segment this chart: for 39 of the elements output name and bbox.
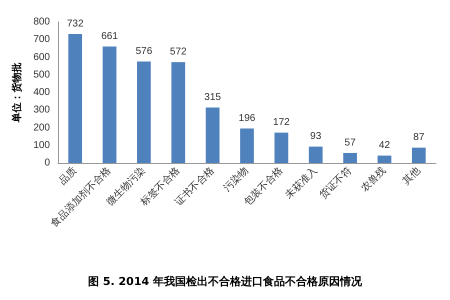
data-label: 661: [101, 31, 118, 42]
y-tick-label: 300: [33, 104, 50, 116]
y-tick-label: 800: [33, 16, 50, 28]
bar: [68, 34, 82, 163]
y-tick-label: 500: [33, 69, 50, 80]
data-label: 172: [273, 117, 290, 128]
y-axis-title: 单位：货物批: [10, 62, 23, 124]
bar: [378, 156, 392, 163]
x-tick-label: 农兽残: [358, 164, 388, 194]
x-tick-label: 其他: [400, 164, 423, 188]
bar: [206, 107, 220, 163]
data-label: 576: [136, 46, 153, 57]
bar: [137, 61, 151, 163]
y-tick-label: 0: [44, 158, 50, 168]
bar: [412, 148, 426, 163]
text: 图 5. 2014 年我国检出不合格进口食品不合格原因情况: [88, 275, 363, 288]
bar: [274, 132, 288, 163]
y-tick-label: 600: [33, 52, 50, 63]
x-tick-label: 货证不符: [317, 164, 354, 202]
y-tick-label: 200: [33, 122, 50, 134]
data-label: 315: [204, 92, 222, 103]
data-label: 732: [66, 18, 84, 30]
data-label: 42: [378, 140, 390, 152]
y-tick-label: 400: [33, 87, 50, 98]
x-tick-label: 未获准入: [282, 164, 320, 202]
x-tick-label: 品质: [56, 164, 80, 188]
bar: [171, 62, 186, 163]
data-label: 93: [310, 131, 322, 142]
data-label: 57: [344, 137, 356, 148]
x-tick-label: 污染物: [221, 164, 251, 194]
y-tick-label: 700: [33, 34, 50, 46]
data-label: 196: [238, 112, 256, 124]
y-tick-label: 100: [33, 140, 50, 151]
bar: [343, 152, 357, 163]
bar: [240, 128, 254, 163]
bar: [308, 146, 323, 163]
data-label: 87: [413, 132, 425, 144]
bar: [102, 46, 116, 163]
data-label: 572: [170, 46, 188, 58]
